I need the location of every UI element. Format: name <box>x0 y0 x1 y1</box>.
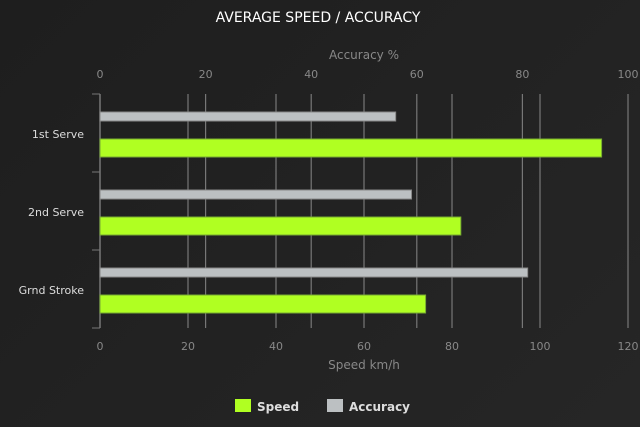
bottom-tick-label: 100 <box>530 340 551 353</box>
chart-title: AVERAGE SPEED / ACCURACY <box>216 10 421 26</box>
top-tick-label: 0 <box>97 68 104 81</box>
legend-swatch-accuracy <box>327 399 343 412</box>
accuracy-bar <box>99 111 397 122</box>
speed-bar <box>99 216 462 236</box>
top-tick-label: 40 <box>304 68 318 81</box>
legend-label-speed: Speed <box>257 400 299 414</box>
top-tick-label: 60 <box>410 68 424 81</box>
category-label: 1st Serve <box>32 128 84 141</box>
bottom-tick-label: 80 <box>445 340 459 353</box>
top-axis-label: Accuracy % <box>329 48 399 62</box>
accuracy-bar <box>99 267 529 278</box>
legend-label-accuracy: Accuracy <box>349 400 410 414</box>
bottom-tick-label: 20 <box>181 340 195 353</box>
top-tick-label: 20 <box>199 68 213 81</box>
bottom-tick-label: 60 <box>357 340 371 353</box>
top-tick-label: 100 <box>618 68 639 81</box>
bottom-tick-label: 0 <box>97 340 104 353</box>
bottom-tick-label: 40 <box>269 340 283 353</box>
top-tick-label: 80 <box>515 68 529 81</box>
category-label: Grnd Stroke <box>19 284 85 297</box>
legend-swatch-speed <box>235 399 251 412</box>
bottom-tick-label: 120 <box>618 340 639 353</box>
speed-bar <box>99 138 603 158</box>
accuracy-bar <box>99 189 413 200</box>
bottom-axis-label: Speed km/h <box>328 358 400 372</box>
speed-bar <box>99 294 427 314</box>
category-label: 2nd Serve <box>28 206 84 219</box>
